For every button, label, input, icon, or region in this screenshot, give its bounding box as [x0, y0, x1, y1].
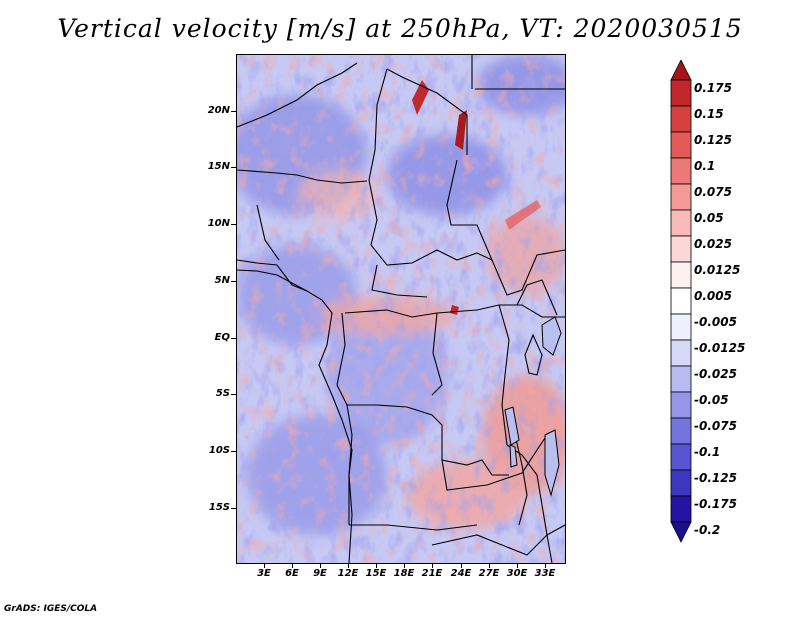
lat-tick-10n — [231, 224, 236, 225]
lon-tick-24e — [461, 563, 462, 568]
lon-label-21e: 21E — [421, 568, 443, 579]
lat-label-eq: EQ — [214, 332, 230, 343]
colorbar-label-0.075: 0.075 — [694, 185, 732, 199]
field-noise-red — [237, 55, 565, 563]
colorbar-top-arrow — [670, 60, 692, 81]
colorbar-segment — [670, 287, 692, 315]
colorbar-segment — [670, 79, 692, 107]
lat-label-5s: 5S — [215, 388, 230, 399]
colorbar-label-neg-0.0125: -0.0125 — [694, 341, 746, 355]
lat-label-15n: 15N — [207, 161, 230, 172]
colorbar-label-0.025: 0.025 — [694, 237, 732, 251]
lon-label-33e: 33E — [534, 568, 556, 579]
lat-tick-5s — [231, 394, 236, 395]
lat-tick-eq — [231, 338, 236, 339]
colorbar-label-0.05: 0.05 — [694, 211, 724, 225]
colorbar-label-0.175: 0.175 — [694, 81, 732, 95]
colorbar-segment — [670, 313, 692, 341]
colorbar-label-0.1: 0.1 — [694, 159, 716, 173]
lon-label-3e: 3E — [257, 568, 271, 579]
colorbar-segment — [670, 131, 692, 159]
country-borders — [237, 55, 565, 563]
colorbar-segment — [670, 105, 692, 133]
lon-tick-3e — [264, 563, 265, 568]
lon-label-6e: 6E — [285, 568, 299, 579]
lon-tick-12e — [348, 563, 349, 568]
colorbar-segment — [670, 157, 692, 185]
colorbar-label-0.005: 0.005 — [694, 289, 732, 303]
lon-label-30e: 30E — [506, 568, 528, 579]
lon-tick-15e — [376, 563, 377, 568]
grads-credit: GrADS: IGES/COLA — [4, 604, 98, 614]
colorbar-label-neg-0.025: -0.025 — [694, 367, 737, 381]
colorbar-label-0.125: 0.125 — [694, 133, 732, 147]
colorbar-segment — [670, 417, 692, 445]
colorbar-label-neg-0.2: -0.2 — [694, 523, 721, 537]
colorbar-bottom-arrow — [670, 521, 692, 543]
lon-label-24e: 24E — [450, 568, 472, 579]
colorbar-label-0.15: 0.15 — [694, 107, 724, 121]
colorbar-label-neg-0.05: -0.05 — [694, 393, 729, 407]
colorbar-label-neg-0.005: -0.005 — [694, 315, 737, 329]
lon-tick-18e — [404, 563, 405, 568]
lat-label-15s: 15S — [208, 502, 230, 513]
colorbar-segment — [670, 391, 692, 419]
colorbar — [670, 60, 692, 543]
lon-tick-6e — [292, 563, 293, 568]
lon-tick-9e — [320, 563, 321, 568]
vertical-velocity-field — [237, 55, 565, 563]
colorbar-segment — [670, 261, 692, 289]
lat-label-20n: 20N — [207, 105, 230, 116]
colorbar-segment — [670, 183, 692, 211]
lon-tick-30e — [517, 563, 518, 568]
lon-label-18e: 18E — [393, 568, 415, 579]
map-plot-area — [236, 54, 566, 564]
updraft-streaks — [412, 80, 541, 315]
lat-tick-10s — [231, 451, 236, 452]
colorbar-label-neg-0.075: -0.075 — [694, 419, 737, 433]
lat-tick-15s — [231, 508, 236, 509]
colorbar-segment — [670, 495, 692, 523]
lon-label-12e: 12E — [337, 568, 359, 579]
lon-label-9e: 9E — [313, 568, 327, 579]
lat-label-10n: 10N — [207, 218, 230, 229]
lon-label-27e: 27E — [478, 568, 500, 579]
chart-title: Vertical velocity [m/s] at 250hPa, VT: 2… — [57, 14, 743, 43]
colorbar-label-0.0125: 0.0125 — [694, 263, 741, 277]
lon-tick-21e — [432, 563, 433, 568]
lat-tick-20n — [231, 111, 236, 112]
colorbar-segment — [670, 443, 692, 471]
colorbar-segment — [670, 469, 692, 497]
lon-tick-27e — [489, 563, 490, 568]
colorbar-segment — [670, 339, 692, 367]
lat-tick-5n — [231, 281, 236, 282]
lon-label-15e: 15E — [365, 568, 387, 579]
colorbar-label-neg-0.175: -0.175 — [694, 497, 737, 511]
colorbar-label-neg-0.125: -0.125 — [694, 471, 737, 485]
colorbar-segment — [670, 365, 692, 393]
colorbar-segment — [670, 235, 692, 263]
lon-tick-33e — [545, 563, 546, 568]
colorbar-segment — [670, 209, 692, 237]
lat-tick-15n — [231, 167, 236, 168]
colorbar-label-neg-0.1: -0.1 — [694, 445, 721, 459]
lat-label-10s: 10S — [208, 445, 230, 456]
lakes — [504, 316, 562, 497]
lat-label-5n: 5N — [214, 275, 230, 286]
